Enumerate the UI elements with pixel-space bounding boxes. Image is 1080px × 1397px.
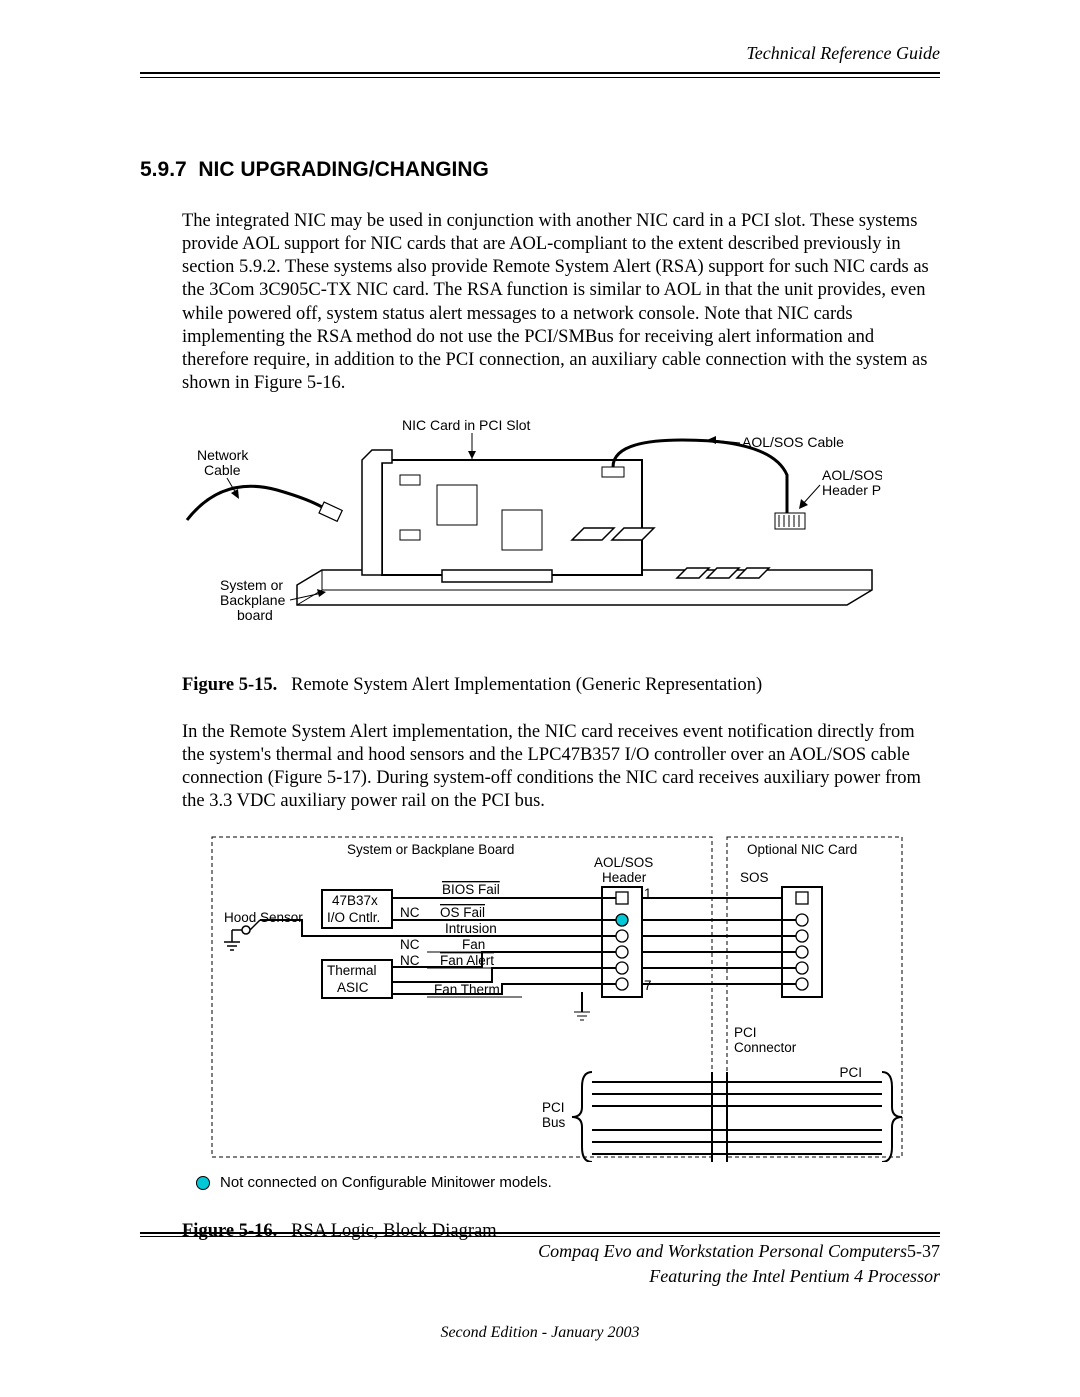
paragraph-1: The integrated NIC may be used in conjun… — [182, 210, 940, 395]
label-nic-card: NIC Card in PCI Slot — [402, 417, 530, 433]
paragraph-2: In the Remote System Alert implementatio… — [182, 721, 940, 814]
label-system-board-2: Backplane — [220, 592, 286, 608]
label-thermal-2: ASIC — [337, 980, 369, 995]
label-aol-header-b: Header — [602, 870, 647, 885]
header-rule-thick — [140, 72, 940, 74]
document-page: Technical Reference Guide 5.9.7 NIC UPGR… — [0, 0, 1080, 1397]
figure-5-15-text: Remote System Alert Implementation (Gene… — [291, 675, 762, 695]
sig-nc-1: NC — [400, 905, 420, 920]
section-title: NIC UPGRADING/CHANGING — [198, 158, 489, 181]
figure-5-15-diagram: NIC Card in PCI Slot AOL/SOS Cable Netwo… — [182, 415, 940, 650]
sig-os-fail: OS Fail — [440, 905, 485, 920]
footer-rule-thin — [140, 1236, 940, 1237]
footer-line-2: Featuring the Intel Pentium 4 Processor — [140, 1266, 940, 1287]
header-rule-thin — [140, 77, 940, 78]
label-io-1: 47B37x — [332, 893, 378, 908]
footer-edition: Second Edition - January 2003 — [0, 1324, 1080, 1342]
sig-intrusion: Intrusion — [445, 921, 497, 936]
label-system-board-3: board — [237, 607, 273, 623]
label-pci-conn-1: PCI — [734, 1025, 757, 1040]
label-pci-bus-l1: PCI — [542, 1100, 565, 1115]
sig-fan: Fan — [462, 937, 485, 952]
pin-7: 7 — [644, 978, 652, 993]
label-system-board-1: System or — [220, 577, 283, 593]
label-pci-bus-r1: PCI — [839, 1065, 862, 1080]
header-title: Technical Reference Guide — [140, 43, 940, 64]
label-aol-header-1: AOL/SOS — [822, 467, 882, 483]
label-hood-sensor: Hood Sensor — [224, 910, 303, 925]
sig-bios-fail: BIOS Fail — [442, 882, 500, 897]
footer-pageno: 5-37 — [907, 1241, 940, 1261]
label-sos: SOS — [740, 870, 769, 885]
footer: Compaq Evo and Workstation Personal Comp… — [140, 1232, 940, 1287]
figure-5-16-legend: Not connected on Configurable Minitower … — [196, 1174, 940, 1191]
sig-nc-3: NC — [400, 953, 420, 968]
figure-5-15-label: Figure 5-15. — [182, 675, 277, 695]
label-aol-cable: AOL/SOS Cable — [742, 434, 844, 450]
label-aol-header-2: Header P12 — [822, 482, 882, 498]
label-pci-conn-2: Connector — [734, 1040, 797, 1055]
label-io-2: I/O Cntlr. — [327, 910, 380, 925]
label-aol-header-a: AOL/SOS — [594, 855, 653, 870]
figure-5-16-diagram: System or Backplane Board Optional NIC C… — [182, 832, 940, 1162]
label-pci-bus-l2: Bus — [542, 1115, 566, 1130]
footer-rule-thick — [140, 1232, 940, 1234]
section-heading: 5.9.7 NIC UPGRADING/CHANGING — [140, 158, 940, 182]
footer-product: Compaq Evo and Workstation Personal Comp… — [538, 1241, 907, 1261]
cyan-dot-icon — [196, 1176, 210, 1190]
header-block: Technical Reference Guide — [140, 43, 940, 78]
section-number: 5.9.7 — [140, 158, 187, 181]
legend-text: Not connected on Configurable Minitower … — [220, 1174, 552, 1191]
sig-fan-therm: Fan Therm. — [434, 982, 504, 997]
sig-fan-alert: Fan Alert — [440, 953, 494, 968]
label-sys-board: System or Backplane Board — [347, 842, 514, 857]
label-network-cable-2: Cable — [204, 462, 241, 478]
sig-nc-2: NC — [400, 937, 420, 952]
label-thermal-1: Thermal — [327, 963, 377, 978]
label-network-cable-1: Network — [197, 447, 249, 463]
footer-line-1: Compaq Evo and Workstation Personal Comp… — [140, 1241, 940, 1262]
figure-5-15-caption: Figure 5-15. Remote System Alert Impleme… — [182, 675, 940, 696]
label-nic-card-opt: Optional NIC Card — [747, 842, 857, 857]
